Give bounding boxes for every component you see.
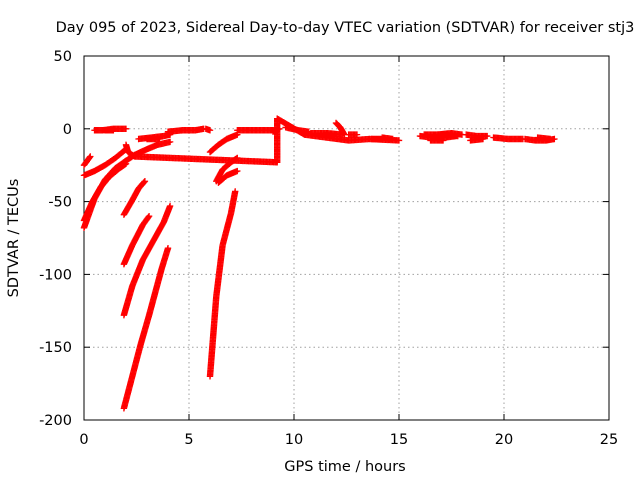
series-arc-17 xyxy=(206,131,241,156)
data-point xyxy=(165,138,173,146)
data-point xyxy=(145,213,152,221)
data-point xyxy=(86,154,93,161)
series-arc-13 xyxy=(143,135,163,143)
data-point xyxy=(205,126,213,134)
series-arc-04 xyxy=(80,160,130,224)
data-point xyxy=(438,137,446,144)
y-tick-label: -150 xyxy=(39,340,72,356)
data-point xyxy=(140,179,147,187)
data-points xyxy=(80,115,558,412)
data-point xyxy=(144,214,151,222)
series-arc-35 xyxy=(490,134,527,143)
y-tick-label: -200 xyxy=(39,413,72,429)
series-arc-08 xyxy=(120,212,153,268)
series-arc-02 xyxy=(80,145,130,179)
x-tick-label: 5 xyxy=(184,432,193,448)
y-tick-label: 0 xyxy=(63,122,72,138)
plot-frame xyxy=(83,55,610,421)
series-arc-34 xyxy=(467,135,487,144)
series-arc-06 xyxy=(101,127,117,134)
series-arc-15 xyxy=(202,125,214,134)
data-point xyxy=(141,178,148,186)
data-point xyxy=(121,125,129,132)
data-point xyxy=(155,135,162,143)
x-tick-label: 15 xyxy=(390,432,408,448)
series-arc-37 xyxy=(534,134,554,143)
gridlines xyxy=(84,56,609,420)
y-tick-label: -100 xyxy=(39,267,72,283)
data-point xyxy=(394,137,402,144)
series-arc-01 xyxy=(80,153,94,169)
data-point xyxy=(233,131,240,139)
data-point xyxy=(85,155,93,162)
x-tick-label: 20 xyxy=(495,432,513,448)
y-tick-label: 50 xyxy=(54,49,72,65)
data-point xyxy=(482,132,490,140)
x-axis-label: GPS time / hours xyxy=(284,459,405,475)
chart-title: Day 095 of 2023, Sidereal Day-to-day VTE… xyxy=(56,20,635,36)
x-tick-label: 10 xyxy=(285,432,303,448)
series-arc-26 xyxy=(345,131,361,138)
x-tick-label: 25 xyxy=(600,432,618,448)
series-arc-14 xyxy=(164,125,207,135)
data-point xyxy=(545,135,553,143)
series-arc-25 xyxy=(332,119,348,138)
series-arc-10 xyxy=(120,202,174,319)
series-arc-19 xyxy=(215,167,241,186)
series-arc-32 xyxy=(437,131,461,140)
data-point xyxy=(478,135,486,143)
series-arc-31 xyxy=(427,137,447,144)
data-point xyxy=(453,132,460,140)
data-point xyxy=(233,168,240,175)
y-tick-labels: -200 -150 -100 -50 0 50 xyxy=(39,49,72,429)
x-tick-labels: 0 5 10 15 20 25 xyxy=(79,432,618,448)
axis-ticks xyxy=(83,55,610,421)
series-arc-07 xyxy=(120,138,174,166)
series-arc-16 xyxy=(206,188,239,380)
data-point xyxy=(352,131,359,138)
y-tick-label: -50 xyxy=(48,195,72,211)
data-point xyxy=(109,127,116,134)
series-arc-11 xyxy=(120,244,172,412)
series-outliers xyxy=(122,115,403,166)
data-point xyxy=(164,246,171,253)
y-axis-label: SDTVAR / TECUs xyxy=(6,179,22,298)
data-point xyxy=(231,189,239,196)
data-point xyxy=(340,130,348,137)
data-point xyxy=(166,203,173,211)
series-arc-09 xyxy=(120,178,149,218)
x-tick-label: 0 xyxy=(79,432,88,448)
